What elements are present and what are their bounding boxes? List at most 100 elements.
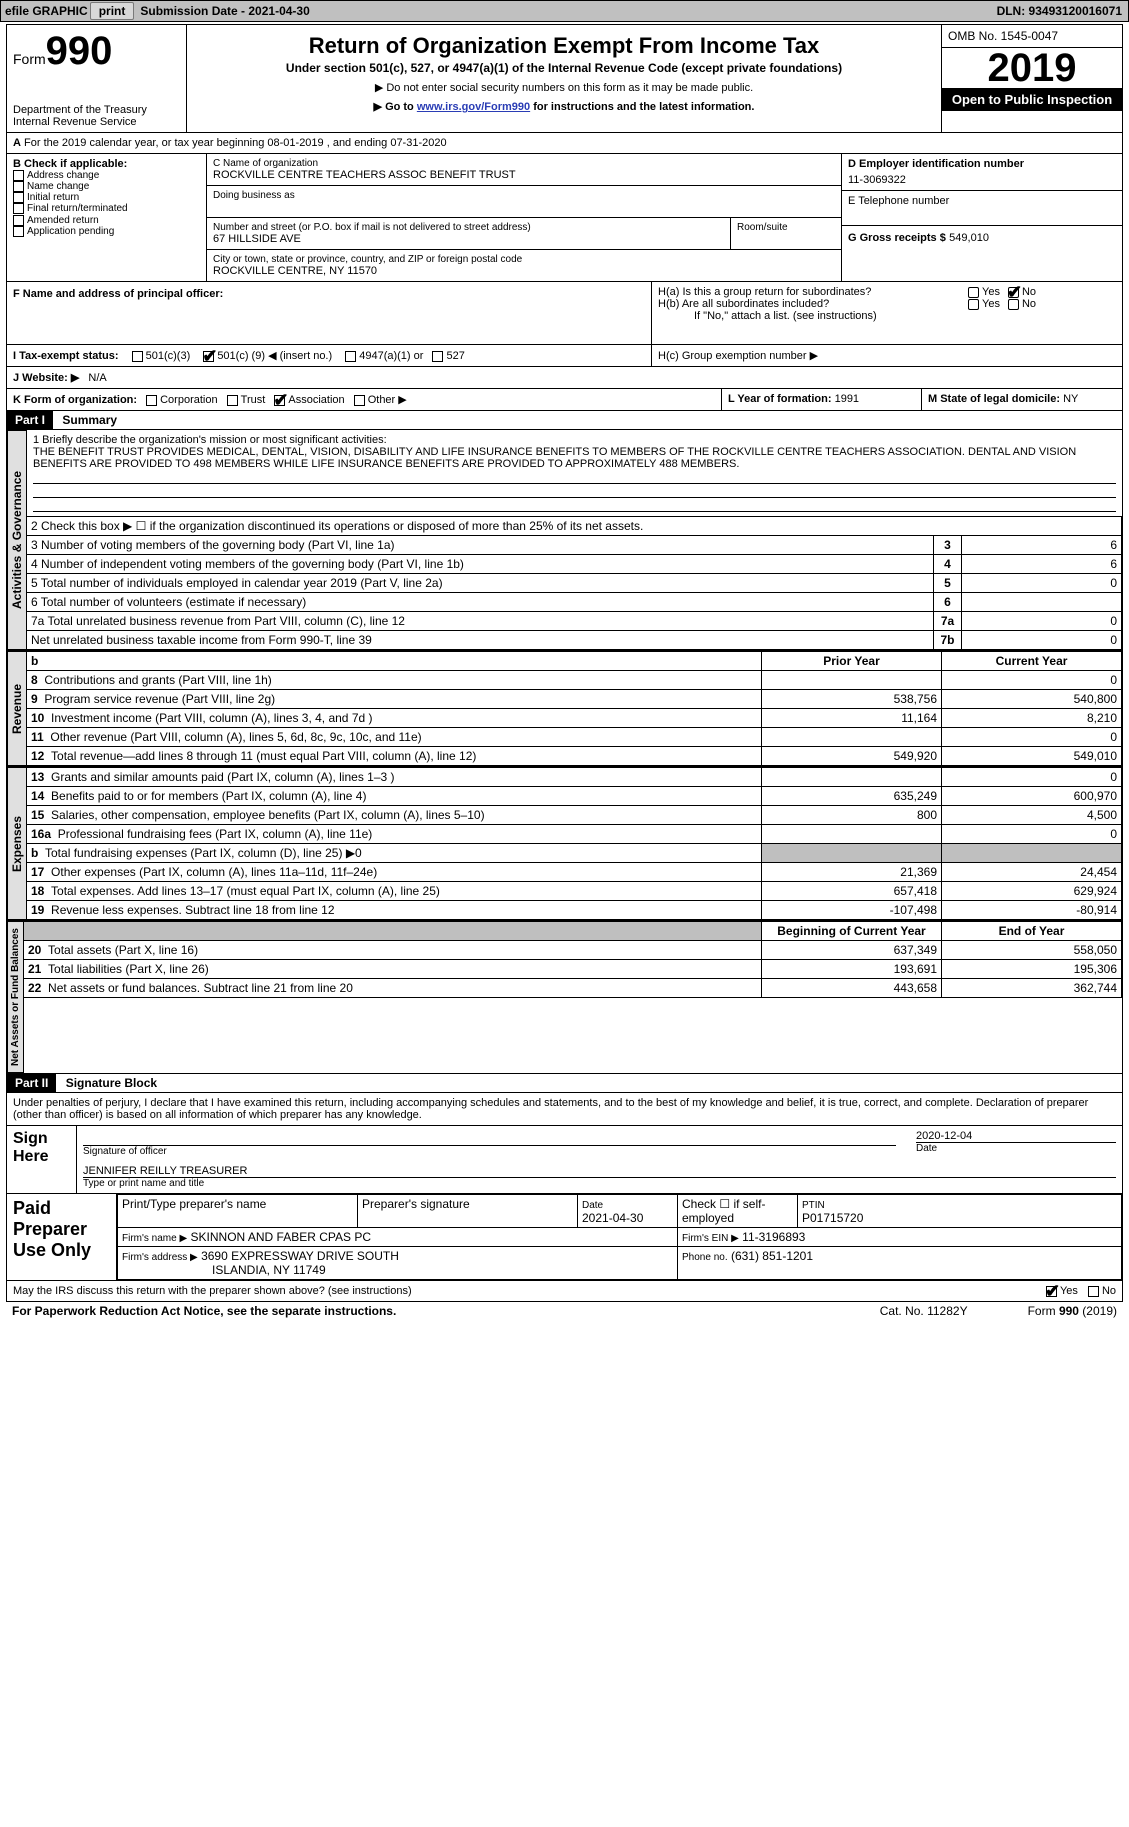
- box-j: J Website: ▶ N/A: [6, 367, 1123, 389]
- current-year: 540,800: [942, 690, 1122, 709]
- cb-discuss-no[interactable]: [1088, 1286, 1099, 1297]
- klm-block: K Form of organization: Corporation Trus…: [6, 389, 1123, 411]
- website: N/A: [88, 372, 106, 384]
- line-desc: 12 Total revenue—add lines 8 through 11 …: [27, 747, 762, 766]
- prior-year: [762, 768, 942, 787]
- cb-527[interactable]: [432, 351, 443, 362]
- cb-app-pending[interactable]: [13, 226, 24, 237]
- efile-label: efile GRAPHIC: [5, 4, 88, 18]
- form-word: Form: [13, 51, 46, 67]
- submission-date: Submission Date - 2021-04-30: [140, 4, 309, 18]
- tax-year: 2019: [942, 48, 1122, 88]
- cb-501c3[interactable]: [132, 351, 143, 362]
- expenses-table: 13 Grants and similar amounts paid (Part…: [27, 767, 1122, 920]
- dept-treasury: Department of the Treasury: [13, 104, 180, 116]
- expenses-block: Expenses 13 Grants and similar amounts p…: [6, 767, 1123, 921]
- perjury-text: Under penalties of perjury, I declare th…: [6, 1093, 1123, 1126]
- current-year: 195,306: [942, 960, 1122, 979]
- current-year: 24,454: [942, 863, 1122, 882]
- line-desc: 11 Other revenue (Part VIII, column (A),…: [27, 728, 762, 747]
- cb-hb-yes[interactable]: [968, 299, 979, 310]
- topbar: efile GRAPHIC print Submission Date - 20…: [0, 0, 1129, 22]
- line-desc: 18 Total expenses. Add lines 13–17 (must…: [27, 882, 762, 901]
- mission-text: THE BENEFIT TRUST PROVIDES MEDICAL, DENT…: [33, 446, 1116, 470]
- box-c: C Name of organization ROCKVILLE CENTRE …: [207, 154, 842, 281]
- prior-year: [762, 844, 942, 863]
- fh-block: F Name and address of principal officer:…: [6, 282, 1123, 345]
- cb-trust[interactable]: [227, 395, 238, 406]
- box-i: I Tax-exempt status: 501(c)(3) 501(c) (9…: [7, 345, 652, 366]
- org-city: ROCKVILLE CENTRE, NY 11570: [213, 265, 835, 277]
- cb-corp[interactable]: [146, 395, 157, 406]
- tab-netassets: Net Assets or Fund Balances: [7, 921, 24, 1073]
- line-desc: 17 Other expenses (Part IX, column (A), …: [27, 863, 762, 882]
- current-year: 600,970: [942, 787, 1122, 806]
- prior-year: 637,349: [762, 941, 942, 960]
- sign-date: 2020-12-04: [916, 1130, 1116, 1142]
- org-name: ROCKVILLE CENTRE TEACHERS ASSOC BENEFIT …: [213, 169, 835, 181]
- print-button[interactable]: print: [90, 2, 135, 20]
- box-l: L Year of formation: 1991: [722, 389, 922, 410]
- current-year: 629,924: [942, 882, 1122, 901]
- cb-4947[interactable]: [345, 351, 356, 362]
- box-f: F Name and address of principal officer:: [7, 282, 652, 344]
- cb-final-return[interactable]: [13, 203, 24, 214]
- instructions-link[interactable]: www.irs.gov/Form990: [417, 101, 530, 113]
- tab-governance: Activities & Governance: [7, 430, 27, 650]
- cb-discuss-yes[interactable]: [1046, 1286, 1057, 1297]
- prior-year: 193,691: [762, 960, 942, 979]
- org-street: 67 HILLSIDE AVE: [213, 233, 724, 245]
- line-desc: 15 Salaries, other compensation, employe…: [27, 806, 762, 825]
- firm-ein: 11-3196893: [742, 1230, 805, 1244]
- current-year: 362,744: [942, 979, 1122, 998]
- paid-preparer-label: Paid Preparer Use Only: [7, 1194, 117, 1280]
- i-hc-block: I Tax-exempt status: 501(c)(3) 501(c) (9…: [6, 345, 1123, 367]
- current-year: -80,914: [942, 901, 1122, 920]
- prior-year: 443,658: [762, 979, 942, 998]
- cb-assoc[interactable]: [274, 395, 285, 406]
- form-number: 990: [46, 29, 113, 73]
- line-a: A For the 2019 calendar year, or tax yea…: [6, 133, 1123, 154]
- line-desc: 14 Benefits paid to or for members (Part…: [27, 787, 762, 806]
- sign-here-label: Sign Here: [7, 1126, 77, 1193]
- line-desc: 8 Contributions and grants (Part VIII, l…: [27, 671, 762, 690]
- form-subtitle: Under section 501(c), 527, or 4947(a)(1)…: [193, 61, 935, 75]
- current-year: 0: [942, 768, 1122, 787]
- prior-year: -107,498: [762, 901, 942, 920]
- prior-year: [762, 825, 942, 844]
- page-footer: For Paperwork Reduction Act Notice, see …: [6, 1302, 1123, 1320]
- cb-other[interactable]: [354, 395, 365, 406]
- box-b: B Check if applicable: Address change Na…: [7, 154, 207, 281]
- current-year: 0: [942, 728, 1122, 747]
- org-info-block: B Check if applicable: Address change Na…: [6, 154, 1123, 282]
- tab-expenses: Expenses: [7, 767, 27, 920]
- cb-ha-yes[interactable]: [968, 287, 979, 298]
- current-year: 558,050: [942, 941, 1122, 960]
- omb-number: OMB No. 1545-0047: [942, 25, 1122, 48]
- cb-501c[interactable]: [203, 351, 214, 362]
- current-year: 4,500: [942, 806, 1122, 825]
- line-desc: 9 Program service revenue (Part VIII, li…: [27, 690, 762, 709]
- open-inspection: Open to Public Inspection: [942, 88, 1122, 111]
- netassets-block: Net Assets or Fund Balances Beginning of…: [6, 921, 1123, 1074]
- line-desc: 16a Professional fundraising fees (Part …: [27, 825, 762, 844]
- ptin: P01715720: [802, 1211, 863, 1225]
- discuss-row: May the IRS discuss this return with the…: [6, 1281, 1123, 1302]
- cb-hb-no[interactable]: [1008, 299, 1019, 310]
- current-year: 0: [942, 825, 1122, 844]
- cb-initial-return[interactable]: [13, 192, 24, 203]
- cb-amended[interactable]: [13, 215, 24, 226]
- gross-receipts: 549,010: [949, 232, 989, 244]
- box-k: K Form of organization: Corporation Trus…: [7, 389, 722, 410]
- line-desc: 10 Investment income (Part VIII, column …: [27, 709, 762, 728]
- cb-ha-no[interactable]: [1008, 287, 1019, 298]
- line-desc: 22 Net assets or fund balances. Subtract…: [24, 979, 762, 998]
- firm-addr1: 3690 EXPRESSWAY DRIVE SOUTH: [201, 1249, 399, 1263]
- box-deg: D Employer identification number 11-3069…: [842, 154, 1122, 281]
- dept-irs: Internal Revenue Service: [13, 116, 180, 128]
- prior-year: [762, 728, 942, 747]
- current-year: 549,010: [942, 747, 1122, 766]
- cb-address-change[interactable]: [13, 170, 24, 181]
- paid-preparer-block: Paid Preparer Use Only Print/Type prepar…: [6, 1194, 1123, 1281]
- cb-name-change[interactable]: [13, 181, 24, 192]
